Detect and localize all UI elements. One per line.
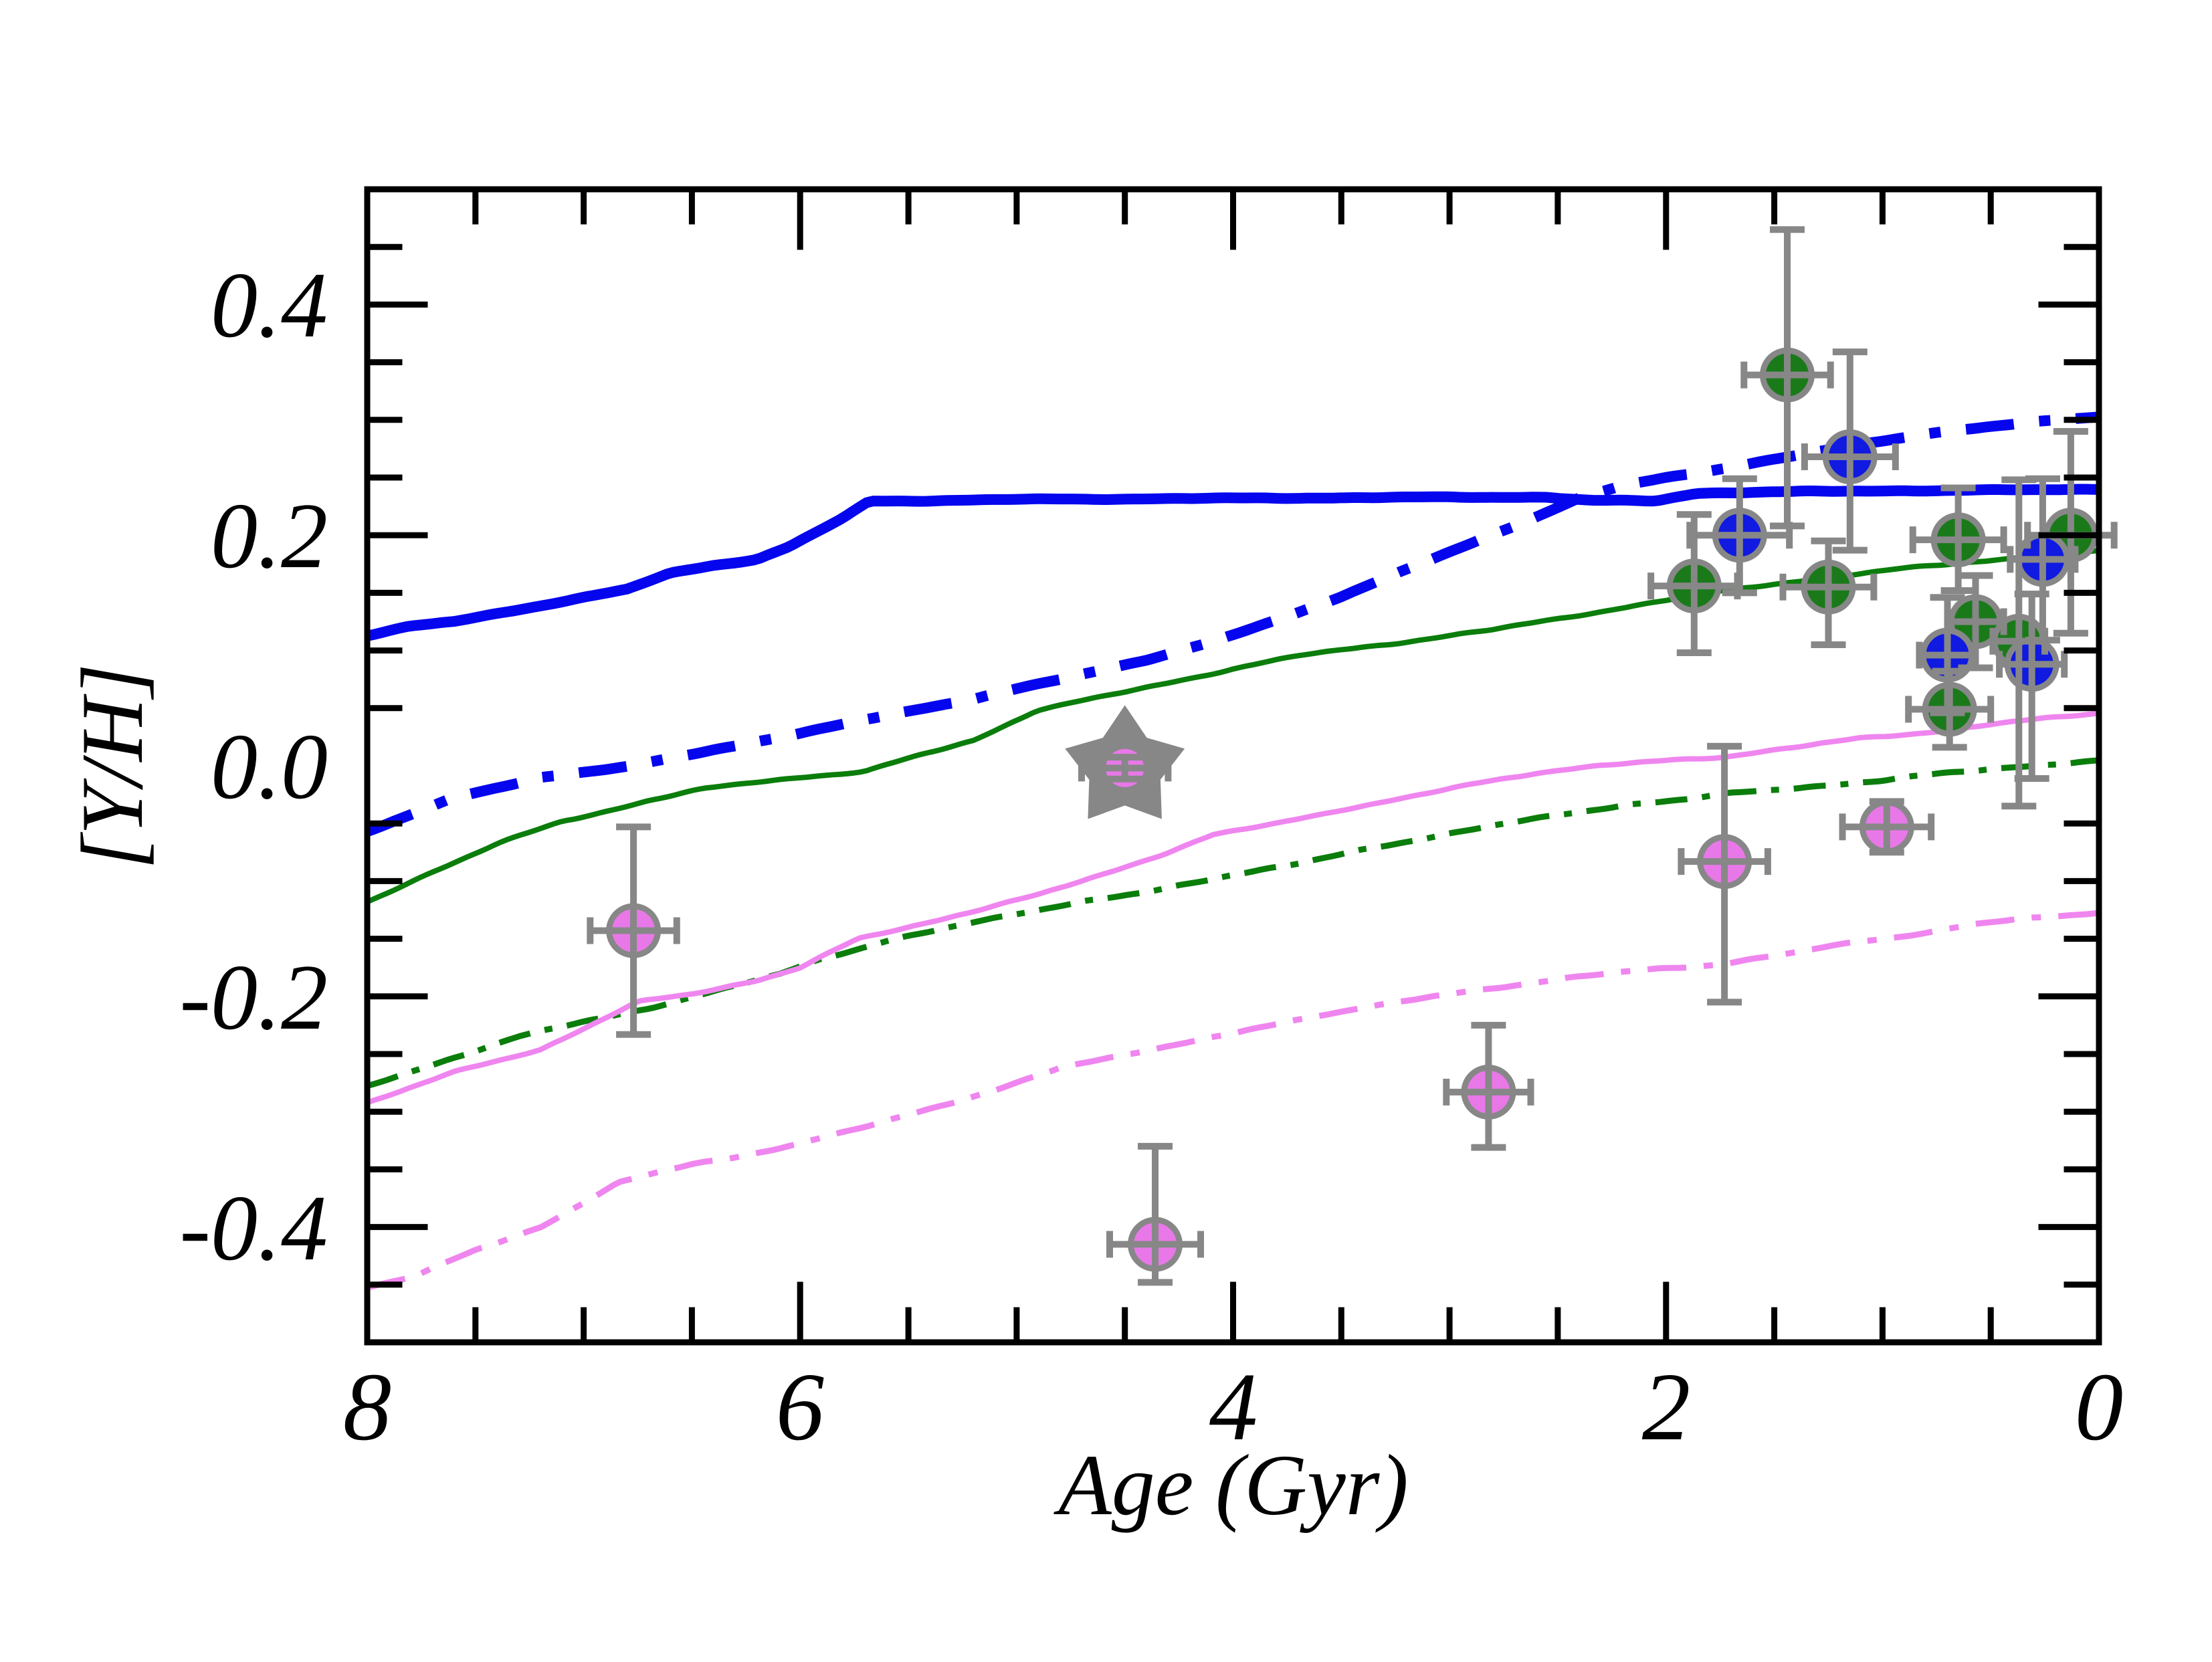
svg-text:0: 0 — [2075, 1354, 2124, 1461]
svg-text:4: 4 — [1209, 1354, 1258, 1461]
svg-text:0.4: 0.4 — [211, 253, 328, 357]
svg-text:6: 6 — [776, 1354, 825, 1461]
svg-text:Age (Gyr): Age (Gyr) — [1053, 1437, 1408, 1534]
svg-text:0.0: 0.0 — [211, 715, 328, 819]
svg-text:-0.4: -0.4 — [179, 1176, 328, 1280]
svg-text:0.2: 0.2 — [211, 484, 328, 588]
svg-text:-0.2: -0.2 — [179, 946, 328, 1049]
svg-text:[Y/H]: [Y/H] — [63, 663, 161, 869]
svg-text:8: 8 — [343, 1354, 392, 1461]
svg-text:2: 2 — [1642, 1354, 1691, 1461]
